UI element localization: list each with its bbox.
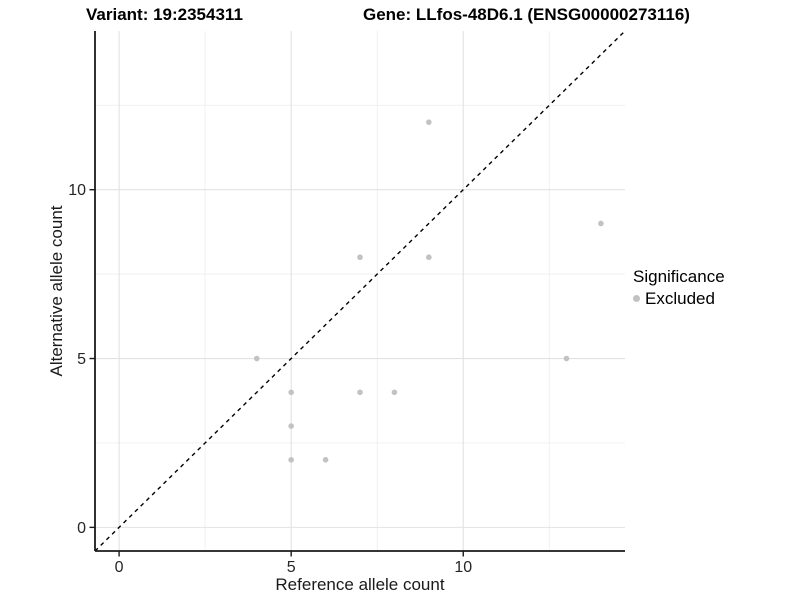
data-point — [322, 457, 329, 463]
data-point — [357, 254, 363, 261]
data-point — [288, 423, 294, 429]
data-point — [598, 220, 604, 227]
data-point — [253, 355, 260, 362]
data-point — [426, 119, 432, 125]
x-tick-label: 10 — [454, 559, 472, 576]
x-tick-label: 5 — [287, 559, 296, 576]
gene-title: Gene: LLfos-48D6.1 (ENSG00000273116) — [363, 5, 690, 24]
y-tick-label: 5 — [77, 351, 86, 368]
data-point — [357, 389, 363, 396]
data-point — [288, 457, 294, 463]
variant-title: Variant: 19:2354311 — [86, 5, 243, 24]
y-tick-label: 0 — [77, 520, 86, 537]
legend: Significance Excluded — [633, 266, 725, 309]
legend-item-excluded: Excluded — [633, 288, 725, 309]
data-point — [391, 389, 398, 396]
identity-dashed-line — [94, 30, 626, 552]
legend-item-label: Excluded — [645, 289, 715, 308]
y-axis-title: Alternative allele count — [47, 205, 66, 377]
legend-point-icon — [633, 295, 640, 302]
data-point — [426, 254, 432, 261]
legend-title: Significance — [633, 267, 725, 286]
data-point — [288, 389, 294, 396]
data-point — [563, 355, 570, 362]
y-tick-label: 10 — [68, 182, 86, 199]
x-axis-title: Reference allele count — [275, 575, 445, 594]
x-tick-label: 0 — [115, 559, 124, 576]
